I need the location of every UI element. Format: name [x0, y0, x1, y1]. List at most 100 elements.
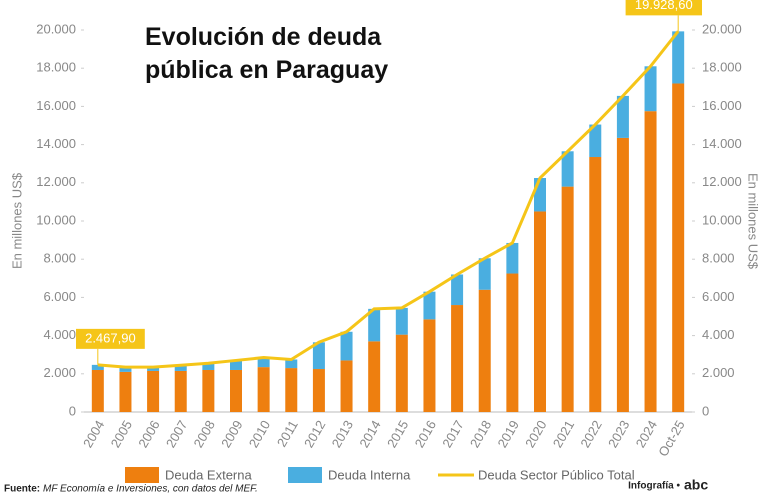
y-tick-label: 6.000 — [43, 289, 76, 304]
bar-segment — [589, 124, 602, 158]
y2-tick-label: 18.000 — [702, 60, 742, 75]
bar-segment — [395, 307, 408, 335]
bar-segment — [368, 341, 381, 412]
x-tick-label: 2011 — [274, 418, 301, 450]
bar-segment — [616, 95, 629, 138]
bar-segment — [534, 178, 546, 212]
legend-label: Deuda Interna — [328, 467, 411, 482]
bar-segment — [423, 291, 436, 320]
bar-segment — [91, 364, 104, 370]
x-tick-label: Oct-25 — [655, 418, 687, 459]
x-tick-label: 2018 — [467, 418, 494, 451]
bar-segment — [395, 334, 408, 412]
y-tick-label: 8.000 — [43, 251, 76, 266]
title-line: pública en Paraguay — [145, 56, 388, 84]
value-label: 2.467,90 — [85, 330, 136, 345]
x-tick-label: 2023 — [605, 418, 632, 451]
bar-segment — [589, 157, 602, 412]
bar-segment — [202, 363, 215, 370]
credit: Infografía • — [628, 481, 680, 492]
bar-segment — [91, 369, 104, 412]
y2-tick-label: 6.000 — [702, 289, 735, 304]
y2-tick-label: 4.000 — [702, 327, 735, 342]
y2-axis-label: En millones US$ — [746, 173, 761, 270]
x-tick-label: 2007 — [163, 418, 190, 451]
bar-segment — [285, 368, 298, 412]
bar-segment — [119, 371, 132, 412]
y-tick-label: 14.000 — [36, 136, 76, 151]
bar-segment — [534, 211, 546, 412]
x-tick-label: 2022 — [577, 418, 604, 451]
legend-label: Deuda Sector Público Total — [478, 467, 635, 482]
bar-segment — [312, 342, 325, 370]
y2-tick-label: 12.000 — [702, 174, 742, 189]
y-tick-label: 4.000 — [43, 327, 76, 342]
brand: abc — [684, 477, 708, 493]
bar-segment — [147, 367, 160, 371]
bar-segment — [257, 357, 270, 368]
bar-segment — [451, 305, 464, 412]
title-line: Evolución de deuda — [145, 23, 382, 51]
y2-tick-label: 16.000 — [702, 98, 742, 113]
bar-segment — [174, 370, 187, 412]
y-tick-label: 10.000 — [36, 212, 76, 227]
y2-tick-label: 2.000 — [702, 365, 735, 380]
y-tick-label: 20.000 — [36, 21, 76, 36]
y-tick-label: 2.000 — [43, 365, 76, 380]
x-tick-label: 2020 — [522, 418, 549, 451]
y-tick-label: 0 — [69, 403, 76, 418]
y-tick-label: 16.000 — [36, 98, 76, 113]
x-tick-label: 2010 — [246, 418, 273, 451]
y2-tick-label: 20.000 — [702, 21, 742, 36]
source: MF Economía e Inversiones, con datos del… — [43, 484, 258, 495]
y2-tick-label: 8.000 — [702, 251, 735, 266]
bar-segment — [340, 331, 353, 361]
y2-tick-label: 10.000 — [702, 212, 742, 227]
bar-segment — [202, 369, 215, 412]
bar-segment — [340, 360, 353, 412]
y-axis-label: En millones US$ — [9, 172, 24, 269]
bar-segment — [672, 31, 685, 84]
x-tick-label: 2012 — [301, 418, 328, 451]
x-tick-label: 2004 — [80, 418, 107, 451]
value-label-box — [76, 328, 145, 349]
bar-segment — [478, 258, 491, 290]
y2-tick-label: 0 — [702, 403, 709, 418]
x-tick-label: 2009 — [218, 418, 245, 451]
value-label-box — [625, 0, 702, 16]
bar-segment — [257, 367, 270, 412]
bar-segment — [644, 111, 657, 413]
bar-segment — [285, 359, 298, 369]
bar-segment — [230, 369, 242, 412]
bar-segment — [119, 367, 132, 372]
bar-segment — [312, 369, 325, 412]
bar-segment — [506, 242, 519, 274]
bar-segment — [423, 319, 436, 412]
legend-swatch — [125, 467, 159, 483]
x-tick-label: 2019 — [494, 418, 521, 451]
value-label: 19.928,60 — [635, 0, 693, 12]
bar-segment — [561, 186, 574, 412]
x-tick-label: 2015 — [384, 418, 411, 451]
bar-segment — [368, 308, 381, 342]
bar-segment — [174, 365, 187, 371]
source-label: Fuente: — [4, 484, 40, 495]
y-tick-label: 18.000 — [36, 60, 76, 75]
x-tick-label: 2016 — [412, 418, 439, 451]
x-tick-label: 2005 — [108, 418, 135, 451]
y-tick-label: 12.000 — [36, 174, 76, 189]
x-tick-label: 2008 — [190, 418, 217, 451]
bar-segment — [147, 370, 160, 412]
total-line — [97, 30, 680, 369]
bar-segment — [451, 274, 464, 306]
bar-segment — [230, 360, 242, 370]
legend-label: Deuda Externa — [165, 467, 252, 482]
bar-segment — [644, 66, 657, 112]
x-tick-label: 2017 — [439, 418, 466, 451]
y2-tick-label: 14.000 — [702, 136, 742, 151]
bar-segment — [561, 151, 574, 187]
x-tick-label: 2013 — [329, 418, 356, 451]
x-tick-label: 2021 — [550, 418, 577, 451]
